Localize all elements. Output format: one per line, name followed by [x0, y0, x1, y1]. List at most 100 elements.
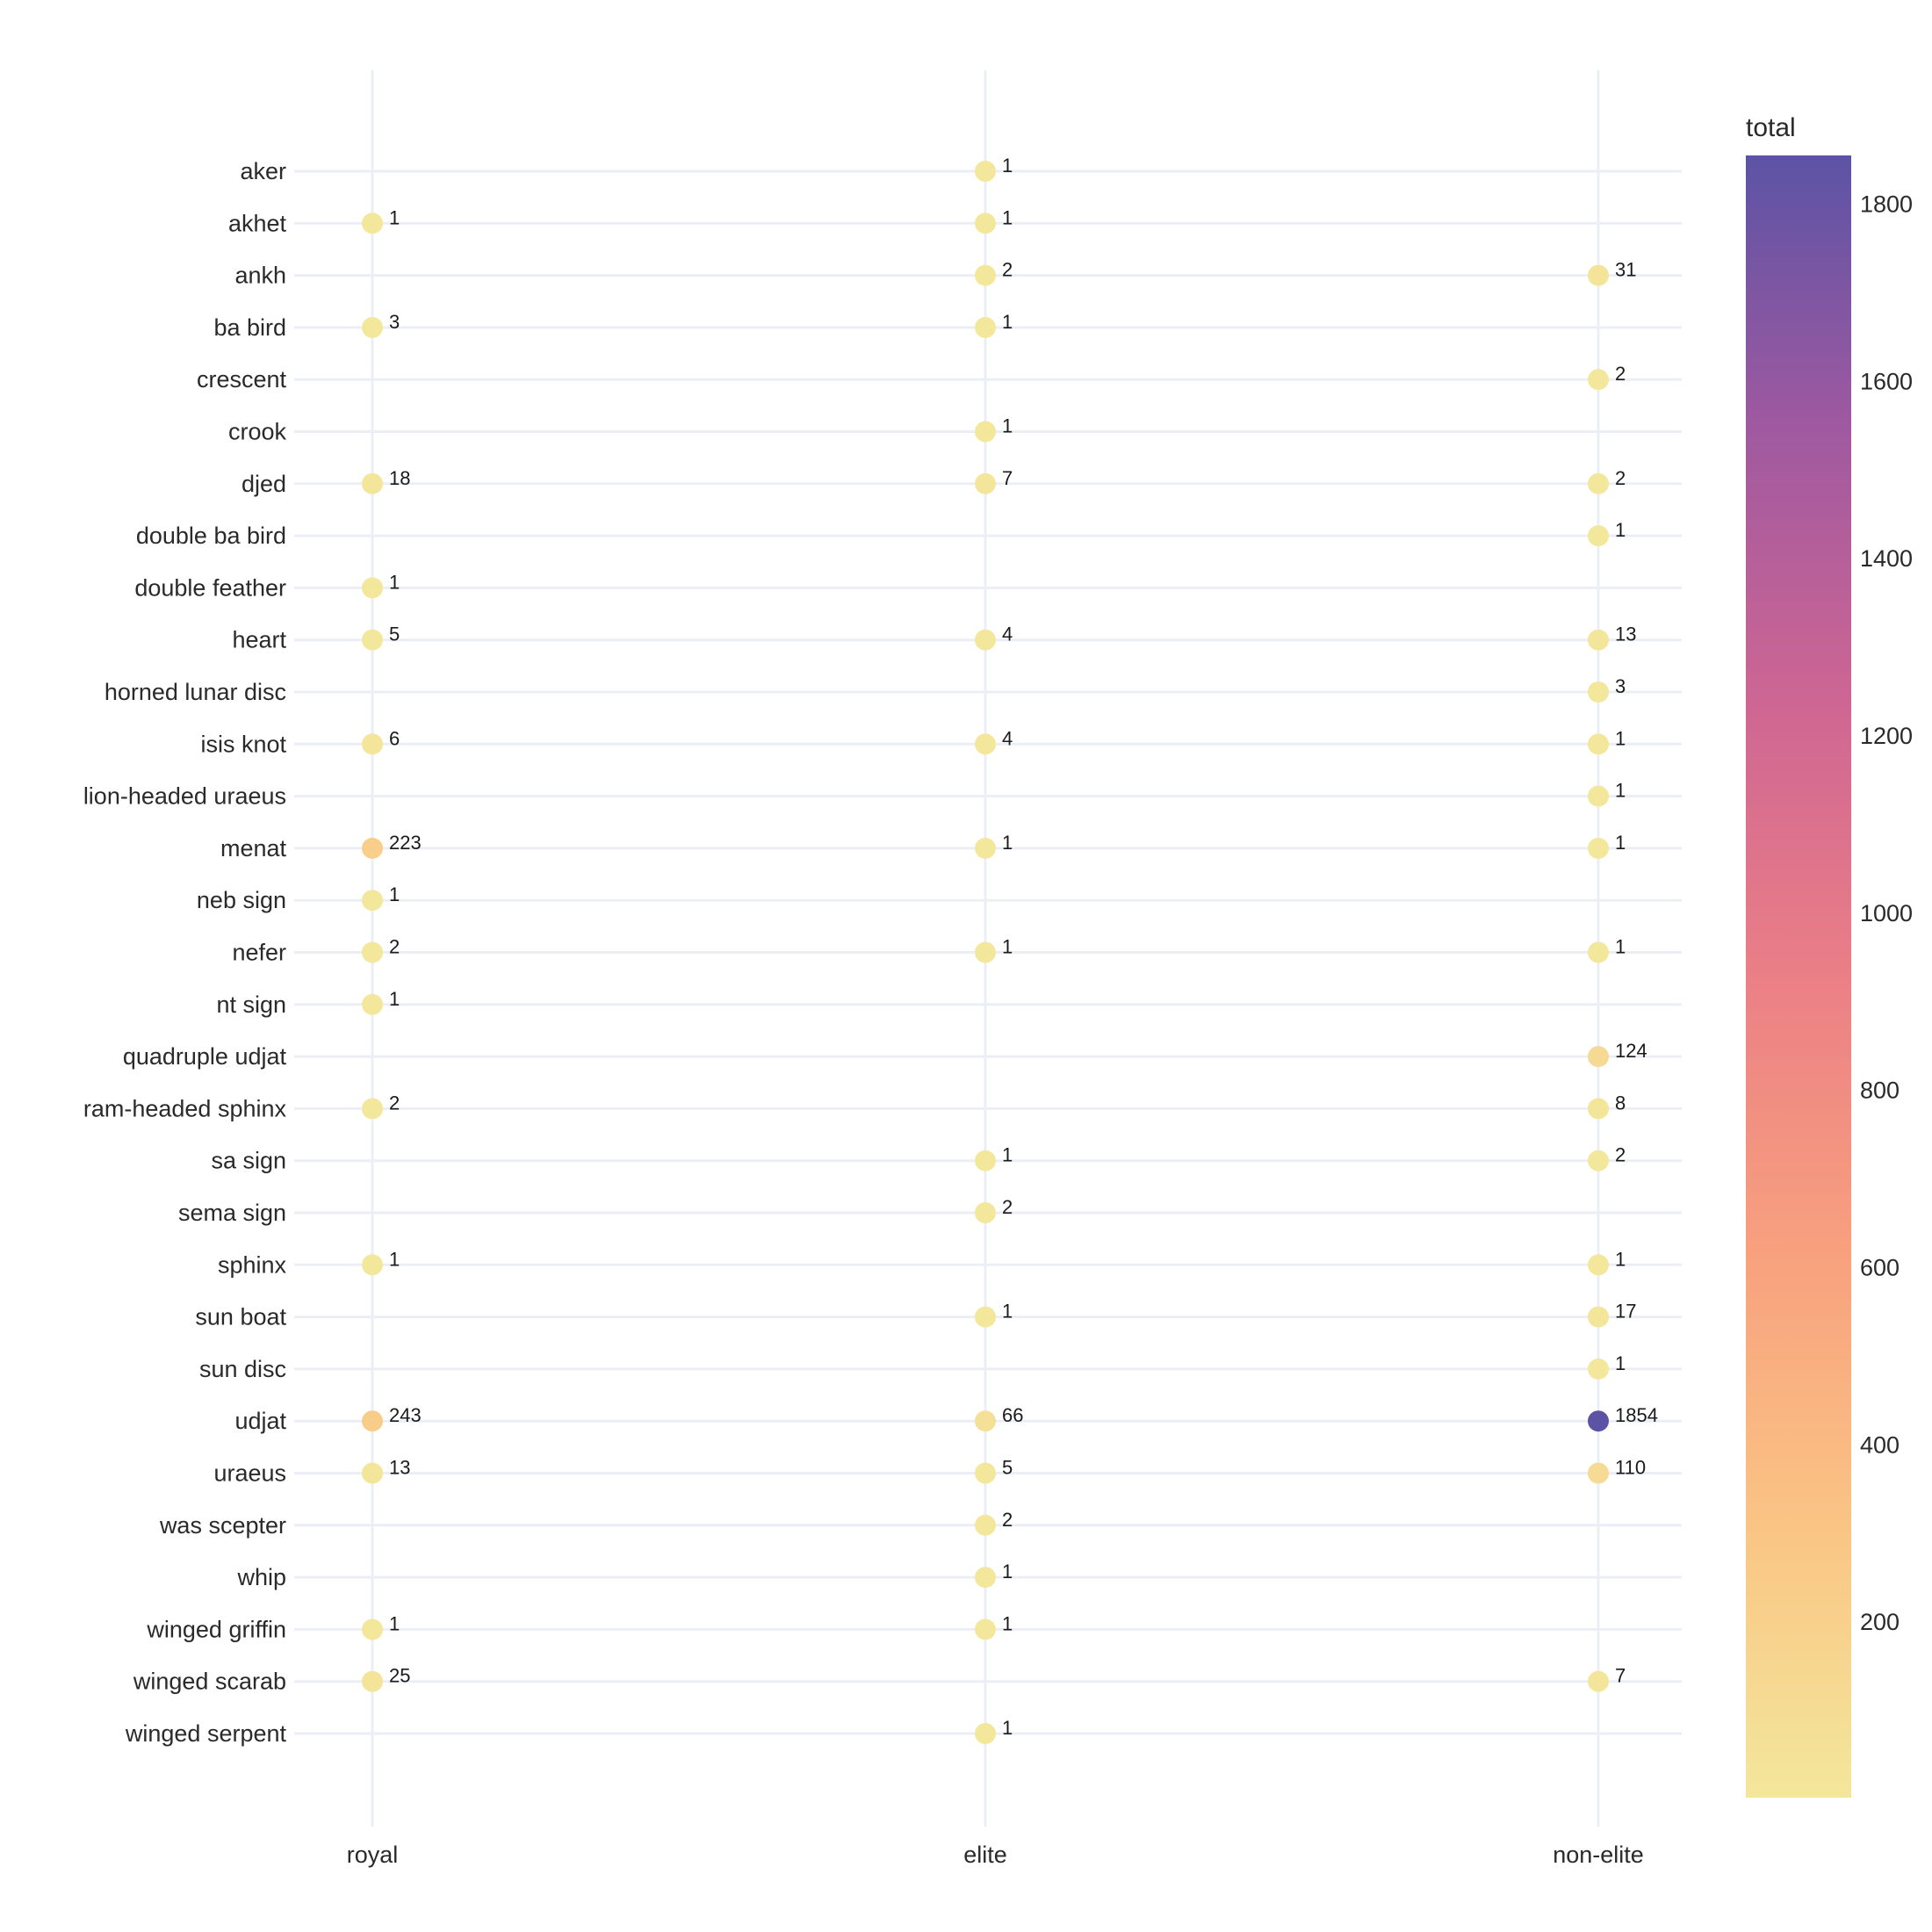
- data-point[interactable]: [975, 1723, 996, 1744]
- data-point[interactable]: [1588, 1306, 1609, 1328]
- data-label: 223: [389, 832, 422, 854]
- y-axis-tick-labels: aker akhet ankh ba bird crescent crook djed dou…: [83, 158, 287, 1747]
- data-point[interactable]: [975, 1410, 996, 1432]
- data-label: 18: [389, 467, 410, 489]
- y-tick-label: sun boat: [195, 1304, 286, 1330]
- data-point[interactable]: [1588, 1410, 1609, 1432]
- data-label: 31: [1615, 259, 1636, 281]
- data-label: 2: [1615, 467, 1626, 489]
- data-label: 1: [1002, 415, 1013, 437]
- data-point[interactable]: [975, 1514, 996, 1536]
- data-point[interactable]: [975, 1462, 996, 1484]
- data-label: 7: [1002, 467, 1013, 489]
- data-point[interactable]: [1588, 1358, 1609, 1380]
- data-point[interactable]: [362, 1098, 383, 1120]
- data-point[interactable]: [1588, 525, 1609, 547]
- data-point[interactable]: [975, 264, 996, 286]
- y-tick-label: ba bird: [213, 314, 286, 341]
- data-label: 1: [389, 883, 400, 905]
- data-label: 2: [1615, 363, 1626, 385]
- colorbar-tick-label: 800: [1860, 1078, 1900, 1104]
- data-point[interactable]: [362, 1618, 383, 1640]
- data-point[interactable]: [1588, 1046, 1609, 1068]
- data-point[interactable]: [1588, 1254, 1609, 1276]
- y-tick-label: lion-headed uraeus: [83, 783, 286, 810]
- data-label: 2: [1002, 259, 1013, 281]
- colorbar-tick-label: 1000: [1860, 900, 1913, 926]
- data-point[interactable]: [1588, 1462, 1609, 1484]
- data-point[interactable]: [362, 1254, 383, 1276]
- colorbar: total 200 400 600 800 1000 1200 1400 1600 1800: [1746, 113, 1913, 1798]
- data-point[interactable]: [975, 733, 996, 755]
- data-point[interactable]: [362, 629, 383, 651]
- data-point[interactable]: [1588, 369, 1609, 391]
- data-point[interactable]: [975, 1618, 996, 1640]
- data-point[interactable]: [975, 161, 996, 182]
- data-point[interactable]: [362, 993, 383, 1015]
- data-point[interactable]: [362, 316, 383, 338]
- data-point[interactable]: [1588, 629, 1609, 651]
- data-label: 1: [1615, 780, 1626, 802]
- data-point[interactable]: [975, 421, 996, 443]
- data-point[interactable]: [1588, 1098, 1609, 1120]
- data-point[interactable]: [975, 1567, 996, 1589]
- data-point[interactable]: [362, 472, 383, 494]
- data-point[interactable]: [1588, 941, 1609, 963]
- colorbar-tick-label: 1800: [1860, 191, 1913, 217]
- data-point[interactable]: [1588, 1150, 1609, 1171]
- colorbar-title: total: [1746, 113, 1796, 142]
- y-tick-label: aker: [240, 158, 286, 184]
- data-label: 3: [1615, 675, 1626, 697]
- data-point[interactable]: [1588, 264, 1609, 286]
- data-point[interactable]: [975, 316, 996, 338]
- data-label: 1: [1002, 1561, 1013, 1582]
- data-point[interactable]: [975, 1202, 996, 1223]
- data-point[interactable]: [362, 1462, 383, 1484]
- data-point[interactable]: [975, 1150, 996, 1171]
- data-point[interactable]: [975, 629, 996, 651]
- data-label: 2: [389, 1092, 400, 1114]
- y-tick-label: winged griffin: [146, 1616, 286, 1642]
- y-tick-label: ram-headed sphinx: [83, 1095, 287, 1121]
- data-point[interactable]: [362, 733, 383, 755]
- data-point[interactable]: [975, 213, 996, 234]
- data-label: 1: [1002, 832, 1013, 854]
- data-point[interactable]: [1588, 1670, 1609, 1692]
- data-label: 1: [389, 1248, 400, 1270]
- data-label: 13: [1615, 624, 1636, 645]
- x-tick-label: royal: [347, 1842, 399, 1868]
- data-label: 1: [1615, 936, 1626, 958]
- colorbar-tick-label: 1400: [1860, 545, 1913, 572]
- data-point[interactable]: [1588, 837, 1609, 859]
- data-point[interactable]: [1588, 681, 1609, 703]
- data-point[interactable]: [362, 890, 383, 912]
- y-tick-label: udjat: [234, 1408, 286, 1434]
- data-point[interactable]: [975, 1306, 996, 1328]
- data-point[interactable]: [1588, 472, 1609, 494]
- data-label: 1: [1615, 727, 1626, 749]
- data-point[interactable]: [362, 577, 383, 599]
- data-point[interactable]: [975, 837, 996, 859]
- data-point[interactable]: [362, 1410, 383, 1432]
- colorbar-tick-label: 400: [1860, 1431, 1900, 1458]
- data-label: 2: [1002, 1196, 1013, 1218]
- data-point[interactable]: [362, 837, 383, 859]
- x-tick-label: non-elite: [1553, 1842, 1644, 1868]
- data-point[interactable]: [975, 472, 996, 494]
- data-label: 17: [1615, 1301, 1636, 1323]
- x-tick-label: elite: [963, 1842, 1007, 1868]
- data-label: 1: [389, 988, 400, 1010]
- y-tick-label: neb sign: [197, 887, 286, 913]
- y-tick-label: nefer: [232, 940, 286, 966]
- y-tick-label: horned lunar disc: [105, 679, 286, 705]
- data-point[interactable]: [1588, 733, 1609, 755]
- data-point[interactable]: [362, 1670, 383, 1692]
- data-point[interactable]: [1588, 785, 1609, 807]
- data-label: 1: [1615, 832, 1626, 854]
- y-tick-label: heart: [232, 627, 286, 653]
- data-point[interactable]: [362, 941, 383, 963]
- data-point[interactable]: [975, 941, 996, 963]
- data-point[interactable]: [362, 213, 383, 234]
